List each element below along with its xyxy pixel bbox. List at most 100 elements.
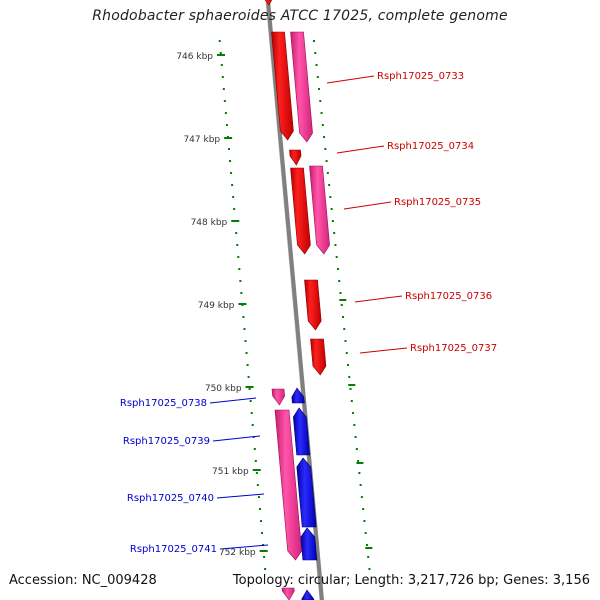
gene-arrow xyxy=(293,407,311,456)
kbp-label: 747 kbp xyxy=(183,135,220,145)
minor-tick xyxy=(244,340,247,342)
gene-label[interactable]: Rsph17025_0737 xyxy=(410,343,497,354)
minor-tick xyxy=(328,184,331,186)
gene-leader-line xyxy=(326,75,375,84)
label-leaders xyxy=(209,75,408,550)
kbp-label: 750 kbp xyxy=(205,384,242,394)
major-tick xyxy=(231,220,240,222)
minor-tick xyxy=(243,328,246,330)
minor-tick xyxy=(258,508,261,510)
gene-leader-line xyxy=(212,435,261,442)
minor-tick xyxy=(341,316,344,318)
minor-tick xyxy=(343,328,346,330)
minor-tick xyxy=(323,136,326,138)
minor-tick xyxy=(360,496,363,498)
gene-label[interactable]: Rsph17025_0739 xyxy=(123,436,210,447)
kbp-labels: 746 kbp 747 kbp 748 kbp 749 kbp 750 kbp 751 k… xyxy=(176,52,256,558)
minor-tick xyxy=(224,112,227,114)
kbp-label: 751 kbp xyxy=(212,467,249,477)
gene-label[interactable]: Rsph17025_0740 xyxy=(127,493,214,504)
minor-tick xyxy=(219,52,222,54)
minor-tick xyxy=(257,496,260,498)
major-tick xyxy=(259,550,268,552)
gene-label[interactable]: Rsph17025_0734 xyxy=(387,141,474,152)
major-tick xyxy=(252,469,261,471)
major-tick xyxy=(224,137,233,139)
minor-tick xyxy=(324,148,327,150)
minor-tick xyxy=(221,76,224,78)
gene-arrow xyxy=(310,338,327,376)
kbp-label: 746 kbp xyxy=(176,52,213,62)
minor-tick xyxy=(247,376,250,378)
minor-tick xyxy=(233,208,236,210)
minor-tick xyxy=(329,196,332,198)
minor-tick xyxy=(238,268,241,270)
gene-label[interactable]: Rsph17025_0736 xyxy=(405,291,492,302)
minor-tick xyxy=(359,484,362,486)
minor-tick xyxy=(364,532,367,534)
minor-tick xyxy=(363,520,366,522)
minor-tick xyxy=(261,532,264,534)
gene-label[interactable]: Rsph17025_0741 xyxy=(130,544,217,555)
accession-text: Accession: NC_009428 xyxy=(9,573,157,588)
minor-tick xyxy=(250,412,253,414)
minor-tick xyxy=(227,148,230,150)
gene-labels: Rsph17025_0733 Rsph17025_0734 Rsph17025_07… xyxy=(120,71,497,555)
major-tick xyxy=(348,384,356,386)
gene-arrow xyxy=(289,149,302,166)
gene-arrow xyxy=(281,587,295,600)
minor-tick xyxy=(316,76,319,78)
minor-tick xyxy=(218,40,221,42)
gene-arrow xyxy=(274,409,302,561)
minor-tick xyxy=(248,388,251,390)
major-tick xyxy=(356,462,364,464)
minor-tick xyxy=(355,448,358,450)
minor-tick xyxy=(325,160,328,162)
gene-arrow xyxy=(290,167,311,255)
minor-tick xyxy=(239,280,242,282)
gene-label[interactable]: Rsph17025_0738 xyxy=(120,398,207,409)
minor-tick xyxy=(339,292,342,294)
kbp-label: 752 kbp xyxy=(219,548,256,558)
minor-tick xyxy=(362,508,365,510)
minor-tick xyxy=(368,568,371,570)
minor-tick xyxy=(253,448,256,450)
gene-arrow xyxy=(296,457,317,528)
minor-tick xyxy=(259,520,262,522)
minor-tick xyxy=(222,88,225,90)
gene-leader-line xyxy=(359,347,408,354)
minor-tick xyxy=(367,556,370,558)
minor-tick xyxy=(349,388,352,390)
kbp-label: 749 kbp xyxy=(198,301,235,311)
gene-arrow xyxy=(271,31,294,141)
minor-tick xyxy=(249,400,252,402)
minor-tick xyxy=(237,256,240,258)
minor-tick xyxy=(220,64,223,66)
gene-label[interactable]: Rsph17025_0735 xyxy=(394,197,481,208)
tick-marks xyxy=(217,40,373,570)
minor-tick xyxy=(350,400,353,402)
gene-arrow xyxy=(304,279,322,331)
minor-tick xyxy=(336,268,339,270)
minor-tick xyxy=(223,100,226,102)
gene-label[interactable]: Rsph17025_0733 xyxy=(377,71,464,82)
minor-tick xyxy=(321,124,324,126)
minor-tick xyxy=(229,160,232,162)
major-tick xyxy=(245,386,254,388)
minor-tick xyxy=(231,184,234,186)
minor-tick xyxy=(335,256,338,258)
minor-tick xyxy=(313,40,315,42)
gene-arrow xyxy=(309,165,330,255)
minor-tick xyxy=(245,352,248,354)
major-tick xyxy=(339,299,347,301)
minor-tick xyxy=(225,124,228,126)
minor-tick xyxy=(340,304,343,306)
major-tick xyxy=(238,303,247,305)
minor-tick xyxy=(256,484,259,486)
gene-arrow xyxy=(271,388,285,406)
major-tick xyxy=(365,547,373,549)
minor-tick xyxy=(314,52,317,54)
gene-arrow xyxy=(290,31,313,143)
minor-tick xyxy=(330,208,333,210)
minor-tick xyxy=(315,64,318,66)
